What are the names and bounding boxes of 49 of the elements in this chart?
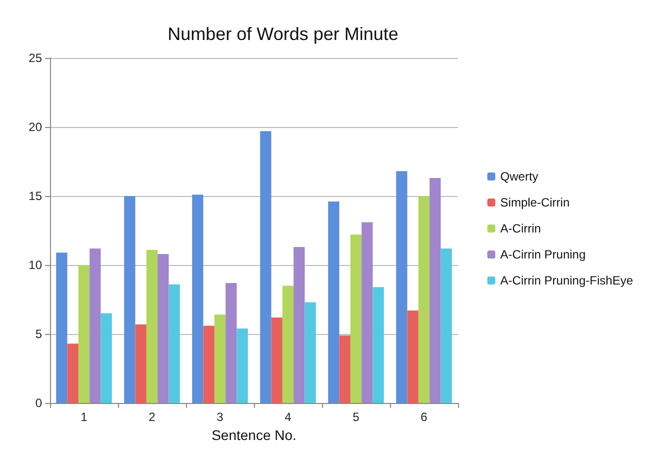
bar (440, 248, 452, 403)
legend-label: A-Cirrin (500, 222, 541, 236)
y-tick-label: 10 (28, 258, 42, 272)
bar (418, 196, 430, 403)
bar (67, 344, 78, 403)
bar (350, 234, 362, 403)
bar (260, 131, 272, 403)
bar (407, 310, 418, 403)
bar (226, 282, 237, 403)
bar (158, 254, 169, 403)
y-tick-label: 20 (28, 120, 42, 134)
bar (362, 222, 373, 403)
x-tick-label: 6 (420, 410, 428, 424)
bar (124, 196, 136, 403)
bar (396, 171, 408, 403)
x-tick-label: 4 (284, 410, 292, 424)
x-tick-label: 3 (216, 410, 224, 424)
x-tick-label: 2 (148, 410, 156, 424)
bar (430, 178, 441, 403)
y-tick-label: 15 (28, 189, 42, 203)
bar (100, 313, 112, 403)
bar (168, 284, 180, 403)
bar (282, 286, 294, 403)
chart-title: Number of Words per Minute (168, 24, 398, 44)
bar (146, 250, 158, 403)
bar (56, 252, 68, 403)
bar (328, 202, 340, 403)
legend-label: Simple-Cirrin (500, 196, 570, 210)
bar (236, 328, 248, 403)
bar (271, 317, 282, 403)
bar (214, 314, 226, 403)
legend-label: Qwerty (500, 170, 538, 184)
legend-label: A-Cirrin Pruning (500, 248, 586, 262)
legend-label: A-Cirrin Pruning-FishEye (500, 274, 634, 288)
y-tick-label: 5 (35, 327, 42, 341)
bar (90, 248, 101, 403)
bar (203, 326, 214, 403)
bar (78, 265, 90, 403)
bar (294, 247, 305, 403)
y-tick-label: 0 (35, 396, 42, 410)
x-axis-title: Sentence No. (212, 426, 296, 443)
bar (339, 335, 350, 403)
x-tick-label: 5 (352, 410, 360, 424)
bar (192, 194, 204, 403)
y-tick-label: 25 (28, 51, 42, 65)
x-tick-label: 1 (80, 410, 88, 424)
bar (304, 302, 316, 403)
bar (372, 287, 384, 403)
bar (135, 324, 146, 403)
